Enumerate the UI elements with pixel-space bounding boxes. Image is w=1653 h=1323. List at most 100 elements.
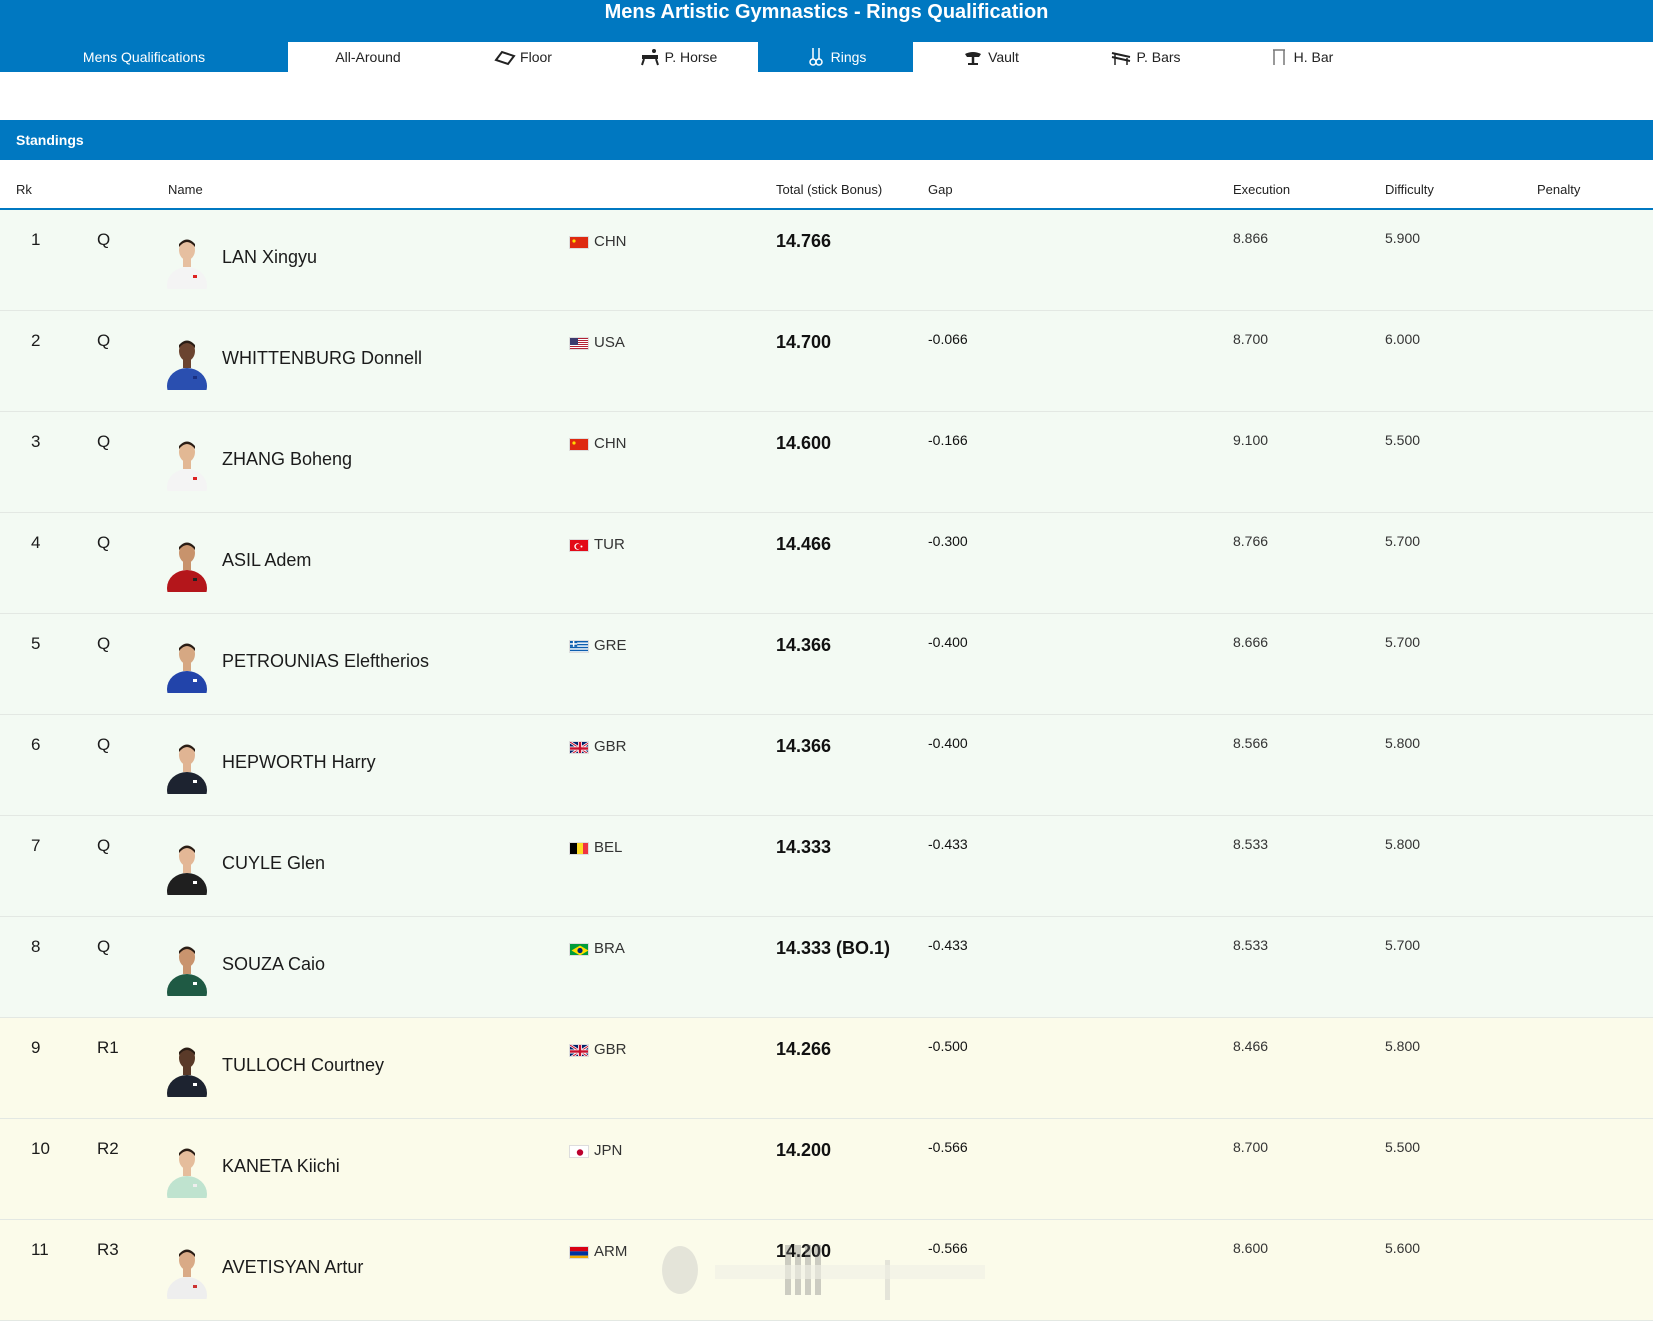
country-code: TUR	[594, 536, 625, 553]
rank: 1	[31, 230, 41, 249]
tab-label: P. Bars	[1136, 49, 1181, 65]
rank: 2	[31, 331, 41, 350]
tab-label: H. Bar	[1293, 49, 1334, 65]
country-flag-icon	[569, 438, 589, 451]
gap-score: -0.566	[928, 1139, 968, 1155]
execution-score: 8.866	[1233, 230, 1269, 246]
table-row[interactable]: 9 R1 TULLOCH Courtney GBR 14.266 -0.500 8.466 5…	[0, 1018, 1653, 1119]
difficulty-score: 5.700	[1385, 533, 1421, 549]
gap-score: -0.300	[928, 533, 968, 549]
pommel-horse-icon	[639, 48, 661, 66]
athlete-name[interactable]: LAN Xingyu	[222, 247, 318, 267]
gap-score: -0.500	[928, 1038, 968, 1054]
tab-high-bar[interactable]: H. Bar	[1223, 42, 1378, 72]
difficulty-score: 5.800	[1385, 735, 1421, 751]
total-score: 14.200	[776, 1241, 832, 1261]
total-score: 14.366	[776, 635, 832, 655]
difficulty-score: 5.500	[1385, 432, 1421, 448]
country-flag-icon	[569, 842, 589, 855]
apparatus-tabs: Mens Qualifications All-Around Floor P. …	[0, 42, 1653, 72]
total-score: 14.466	[776, 534, 832, 554]
athlete-avatar	[167, 740, 207, 794]
athlete-name[interactable]: CUYLE Glen	[222, 853, 326, 873]
tab-pommel-horse[interactable]: P. Horse	[598, 42, 758, 72]
gap-score: -0.066	[928, 331, 968, 347]
difficulty-score: 5.700	[1385, 937, 1421, 953]
rank: 5	[31, 634, 41, 653]
tab-rings[interactable]: Rings	[758, 42, 913, 72]
parallel-bars-icon	[1110, 48, 1132, 66]
qualification-status: Q	[97, 533, 111, 552]
athlete-name[interactable]: ASIL Adem	[222, 550, 312, 570]
column-rank: Rk	[16, 182, 32, 197]
athlete-avatar	[167, 942, 207, 996]
page-title: Mens Artistic Gymnastics - Rings Qualifi…	[604, 1, 1049, 23]
table-row[interactable]: 2 Q WHITTENBURG Donnell USA 14.700 -0.066 8.70…	[0, 311, 1653, 412]
rank: 3	[31, 432, 41, 451]
athlete-name[interactable]: PETROUNIAS Eleftherios	[222, 651, 430, 671]
high-bar-icon	[1268, 48, 1290, 66]
table-row[interactable]: 4 Q ASIL Adem TUR 14.466 -0.300 8.766 5.700	[0, 513, 1653, 614]
country-flag-icon	[569, 1246, 589, 1259]
athlete-avatar	[167, 1245, 207, 1299]
rank: 11	[31, 1240, 49, 1259]
execution-score: 9.100	[1233, 432, 1269, 448]
tab-label: Floor	[520, 49, 552, 65]
country-code: BRA	[594, 940, 625, 957]
floor-icon	[494, 48, 516, 66]
qualification-status: Q	[97, 331, 111, 350]
table-row[interactable]: 11 R3 AVETISYAN Artur ARM 14.200 -0.566 8.600 5…	[0, 1220, 1653, 1321]
athlete-avatar	[167, 336, 207, 390]
tab-vault[interactable]: Vault	[913, 42, 1068, 72]
column-difficulty: Difficulty	[1385, 182, 1434, 197]
table-row[interactable]: 7 Q CUYLE Glen BEL 14.333 -0.433 8.533 5.800	[0, 816, 1653, 917]
tab-floor[interactable]: Floor	[448, 42, 598, 72]
country-code: CHN	[594, 233, 627, 250]
table-row[interactable]: 3 Q ZHANG Boheng CHN 14.600 -0.166 9.100 5.500	[0, 412, 1653, 513]
total-score: 14.766	[776, 231, 832, 251]
country-flag-icon	[569, 741, 589, 754]
gap-score: -0.400	[928, 634, 968, 650]
table-row[interactable]: 5 Q PETROUNIAS Eleftherios GRE 14.366 -0.400 8…	[0, 614, 1653, 715]
athlete-name[interactable]: WHITTENBURG Donnell	[222, 348, 423, 368]
athlete-name[interactable]: AVETISYAN Artur	[222, 1257, 364, 1277]
execution-score: 8.533	[1233, 836, 1269, 852]
execution-score: 8.766	[1233, 533, 1269, 549]
athlete-name[interactable]: ZHANG Boheng	[222, 449, 353, 469]
execution-score: 8.600	[1233, 1240, 1269, 1256]
qualification-status: Q	[97, 432, 111, 451]
rank: 4	[31, 533, 41, 552]
tab-mens-qualifications[interactable]: Mens Qualifications	[0, 42, 288, 72]
athlete-name[interactable]: SOUZA Caio	[222, 954, 326, 974]
tab-label: Rings	[830, 49, 867, 65]
difficulty-score: 5.600	[1385, 1240, 1421, 1256]
table-header: Rk Name Total (stick Bonus) Gap Executio…	[0, 160, 1653, 210]
country-flag-icon	[569, 640, 589, 653]
column-gap: Gap	[928, 182, 953, 197]
table-row[interactable]: 8 Q SOUZA Caio BRA 14.333 (BO.1) -0.433 8.533 5…	[0, 917, 1653, 1018]
total-score: 14.266	[776, 1039, 832, 1059]
table-row[interactable]: 6 Q HEPWORTH Harry GBR 14.366 -0.400 8.566 5.80…	[0, 715, 1653, 816]
country-flag-icon	[569, 1044, 589, 1057]
qualification-status: Q	[97, 937, 111, 956]
country-flag-icon	[569, 236, 589, 249]
tab-label: P. Horse	[664, 49, 718, 65]
table-row[interactable]: 10 R2 KANETA Kiichi JPN 14.200 -0.566 8.700 5.5…	[0, 1119, 1653, 1220]
execution-score: 8.666	[1233, 634, 1269, 650]
tab-parallel-bars[interactable]: P. Bars	[1068, 42, 1223, 72]
tab-label: Mens Qualifications	[82, 49, 206, 65]
athlete-name[interactable]: TULLOCH Courtney	[222, 1055, 385, 1075]
country-flag-icon	[569, 1145, 589, 1158]
country-code: CHN	[594, 435, 627, 452]
tab-all-around[interactable]: All-Around	[288, 42, 448, 72]
country-code: USA	[594, 334, 625, 351]
header-bar	[0, 0, 1653, 42]
athlete-name[interactable]: HEPWORTH Harry	[222, 752, 376, 772]
column-name: Name	[168, 182, 203, 197]
gap-score: -0.566	[928, 1240, 968, 1256]
table-row[interactable]: 1 Q LAN Xingyu CHN 14.766 8.866 5.900	[0, 210, 1653, 311]
athlete-name[interactable]: KANETA Kiichi	[222, 1156, 340, 1176]
country-code: GBR	[594, 738, 627, 755]
total-score: 14.333 (BO.1)	[776, 938, 891, 958]
qualification-status: Q	[97, 634, 111, 653]
